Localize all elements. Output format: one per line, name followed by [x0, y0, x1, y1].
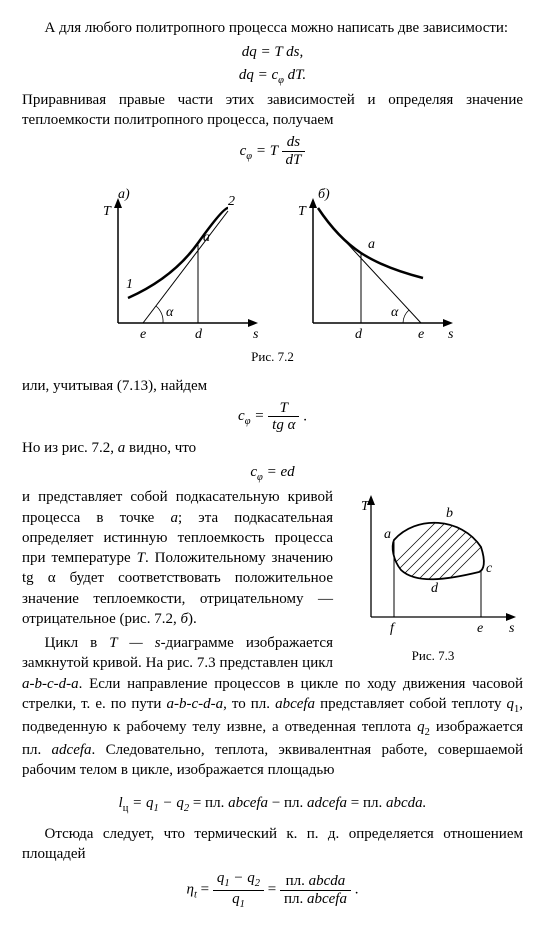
- eq7-n2a: пл.: [286, 873, 309, 889]
- eq7-d2a: пл.: [284, 891, 307, 907]
- para-intro: А для любого политропного процесса можно…: [22, 18, 523, 38]
- fig72a-pt1: 1: [126, 277, 133, 292]
- eq3-mid: = T: [252, 143, 281, 159]
- fig73-e: e: [477, 621, 483, 636]
- eq4-eq: =: [251, 408, 269, 424]
- eq7-frac1: q1 − q2 q1: [213, 870, 264, 910]
- fig72a-ptD: d: [195, 327, 203, 342]
- fig72a-ptA: a: [203, 230, 210, 245]
- fig72a-yaxis: T: [103, 204, 112, 219]
- eq7-dot: .: [351, 882, 359, 898]
- eq-cphi-ed: cφ = ed: [22, 462, 523, 485]
- fig72b-xaxis: s: [448, 327, 454, 342]
- eq6-b: adcefa: [307, 795, 347, 811]
- eq7-eq: =: [197, 882, 213, 898]
- para4-c: видно, что: [125, 440, 196, 456]
- p6o: . Следовательно, теплота, эквивалентная …: [22, 742, 523, 778]
- p5f: б: [180, 611, 188, 627]
- eq7-lhs: η: [187, 882, 194, 898]
- eq5-rhs: = ed: [263, 464, 295, 480]
- eq-dq-cphi: dq = cφ dT.: [22, 65, 523, 88]
- eq-cphi-tga: cφ = T tg α .: [22, 400, 523, 434]
- fig73-a: a: [384, 527, 391, 542]
- eq7-n1b-sub: 2: [255, 878, 260, 889]
- eq6-mid: = q: [128, 795, 153, 811]
- eq7-n1b: − q: [230, 870, 255, 886]
- p5b: a: [170, 510, 178, 526]
- eq2-lhs: dq = c: [239, 67, 278, 83]
- eq6-mid4: − пл.: [268, 795, 307, 811]
- eq4-frac: T tg α: [268, 400, 299, 434]
- fig72a-pt2: 2: [228, 194, 235, 209]
- para-equating: Приравнивая правые части этих зависимост…: [22, 90, 523, 131]
- eq4-lhs: c: [238, 408, 245, 424]
- p5g: ).: [188, 611, 197, 627]
- figure-72: а) T s 1 2 a e d α б) T s a: [22, 183, 523, 343]
- para-ili: или, учитывая (7.13), найдем: [22, 376, 523, 396]
- p6h: abcefa: [275, 696, 315, 712]
- fig72a-ptE: e: [140, 327, 146, 342]
- fig73-f: f: [390, 621, 396, 636]
- eq3-den: dT: [282, 152, 306, 169]
- p5d: T: [137, 550, 145, 566]
- eq7-eq2: =: [268, 882, 280, 898]
- eq6-a: abcefa: [228, 795, 268, 811]
- para-no-iz: Но из рис. 7.2, а видно, что: [22, 438, 523, 458]
- fig72-caption: Рис. 7.2: [22, 348, 523, 366]
- eq7-frac2: пл. abcda пл. abcefa: [280, 873, 351, 907]
- p6i: представляет собой теплоту: [315, 696, 506, 712]
- p6n: adcefa: [52, 742, 92, 758]
- fig72-right: б) T s a d e α: [283, 183, 458, 343]
- eq-lcycle: lц = q1 − q2 = пл. abcefa − пл. adcefa =…: [22, 793, 523, 816]
- para-follows: Отсюда следует, что термический к. п. д.…: [22, 824, 523, 865]
- fig72b-angle: α: [391, 305, 399, 320]
- eq7-n2b: abcda: [309, 873, 346, 889]
- eq7-d2b: abcefa: [307, 891, 347, 907]
- p6l: q: [417, 719, 425, 735]
- eq7-d1-sub: 1: [240, 899, 245, 910]
- eq4-num: T: [268, 400, 299, 418]
- p6f: a-b-c-d-a: [166, 696, 223, 712]
- fig72b-yaxis: T: [298, 204, 307, 219]
- eq6-mid2: − q: [159, 795, 184, 811]
- fig72b-ptA: a: [368, 237, 375, 252]
- eq7-d1: q: [232, 891, 240, 907]
- fig73-c: c: [486, 561, 493, 576]
- p6d: a-b-c-d-a: [22, 676, 79, 692]
- fig72b-ptD: d: [355, 327, 363, 342]
- fig72b-tag: б): [318, 187, 330, 202]
- p6g: , то пл.: [223, 696, 275, 712]
- fig72-left: а) T s 1 2 a e d α: [88, 183, 263, 343]
- eq4-den: tg α: [268, 417, 299, 434]
- fig72a-angle: α: [166, 305, 174, 320]
- fig73-b: b: [446, 506, 453, 521]
- p6b: T — s: [109, 635, 160, 651]
- fig73-xaxis: s: [509, 621, 515, 636]
- fig72b-ptE: e: [418, 327, 424, 342]
- eq2-rhs: dT.: [284, 67, 306, 83]
- p6a: Цикл в: [45, 635, 110, 651]
- eq6-mid5: = пл.: [347, 795, 386, 811]
- eq3-num: ds: [282, 134, 306, 152]
- fig73-caption: Рис. 7.3: [343, 647, 523, 665]
- eq4-dot: .: [299, 408, 307, 424]
- figure-73: T s: [343, 492, 523, 664]
- fig72a-tag: а): [118, 187, 130, 202]
- eq3-frac: ds dT: [282, 134, 306, 168]
- fig72a-xaxis: s: [253, 327, 259, 342]
- eq6-mid3: = пл.: [189, 795, 228, 811]
- fig73-d: d: [431, 581, 439, 596]
- para4-a: Но из рис. 7.2,: [22, 440, 118, 456]
- p6j: q: [507, 696, 515, 712]
- eq-cphi-tds: cφ = T ds dT: [22, 134, 523, 168]
- fig73-svg: T s: [346, 492, 521, 642]
- eq6-c: abcda.: [386, 795, 426, 811]
- eq-dq-tds: dq = T ds,: [22, 42, 523, 62]
- eq-eta: ηt = q1 − q2 q1 = пл. abcda пл. abcefa .: [22, 870, 523, 910]
